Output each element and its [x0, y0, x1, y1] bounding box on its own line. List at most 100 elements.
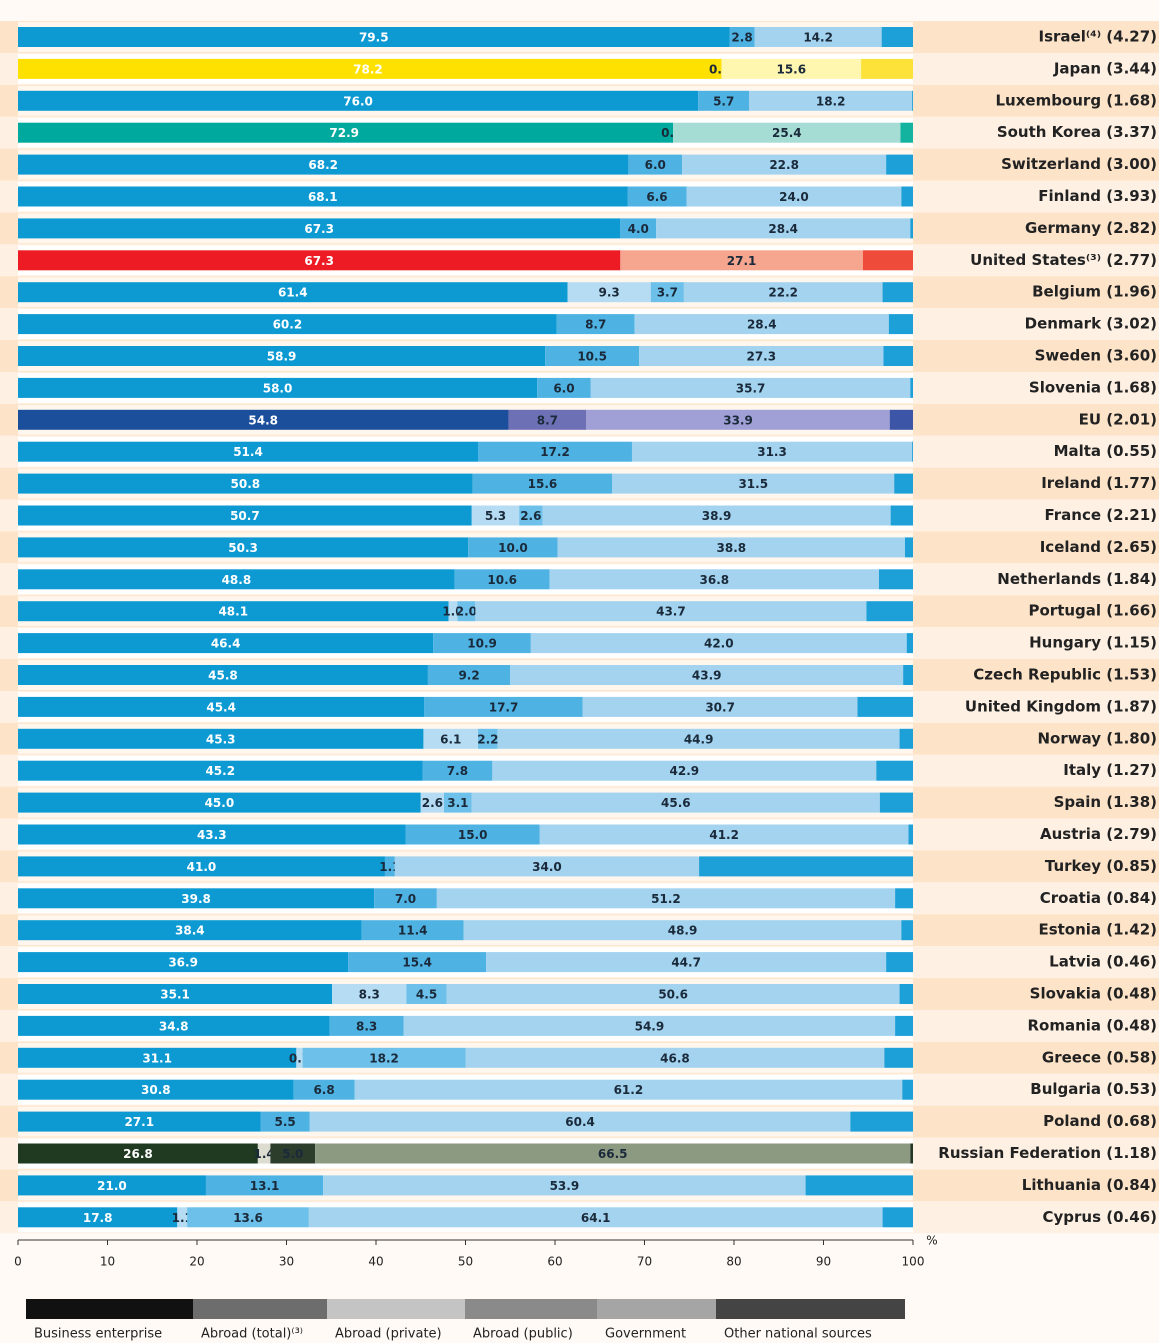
bar-segment [18, 920, 362, 941]
value-label: 39.8 [181, 892, 211, 906]
value-label: 8.7 [537, 413, 558, 427]
bar-segment [866, 601, 913, 622]
value-label: 10.9 [467, 637, 497, 651]
bar-segment [465, 1047, 885, 1068]
bar-segment [384, 856, 395, 877]
bar-segment [539, 824, 909, 845]
bar-segment [879, 792, 913, 813]
bar-segment [361, 920, 464, 941]
bar-segment [18, 856, 385, 877]
value-label: 4.0 [628, 222, 649, 236]
bar-segment [882, 282, 913, 303]
value-label: 50.7 [230, 509, 260, 523]
bar-segment [888, 314, 913, 335]
value-label: 34.0 [532, 860, 562, 874]
legend-label: Government [605, 1327, 686, 1342]
value-label: 6.0 [553, 381, 574, 395]
legend-swatch [193, 1299, 327, 1319]
value-label: 78.2 [353, 62, 383, 76]
bar-segment [406, 984, 447, 1004]
category-label: Iceland (2.65) [1040, 538, 1157, 556]
category-label: Netherlands (1.84) [997, 570, 1157, 588]
category-label: United States⁽³⁾ (2.77) [970, 251, 1157, 269]
value-label: 44.9 [684, 732, 714, 746]
bar-segment [650, 282, 684, 303]
bar-segment [296, 1047, 303, 1068]
value-label: 21.0 [97, 1179, 127, 1193]
bar-segment [567, 282, 651, 303]
value-label: 8.3 [356, 1019, 377, 1033]
legend-label: Other national sources [724, 1327, 872, 1342]
value-label: 2.8 [731, 31, 752, 45]
value-label: 45.4 [206, 700, 236, 714]
bar-segment [683, 282, 883, 303]
value-label: 3.1 [447, 796, 468, 810]
value-label: 7.8 [447, 764, 468, 778]
value-label: 15.4 [402, 956, 432, 970]
value-label: 17.8 [83, 1211, 113, 1225]
category-label: Bulgaria (0.53) [1030, 1080, 1157, 1098]
category-label: Switzerland (3.00) [1001, 155, 1157, 173]
value-label: 24.0 [779, 190, 809, 204]
bar-segment [670, 122, 674, 143]
category-label: South Korea (3.37) [997, 123, 1157, 141]
category-label: Russian Federation (1.18) [938, 1144, 1157, 1162]
value-label: 48.8 [222, 573, 252, 587]
bar-segment [749, 90, 913, 111]
value-label: 41.0 [187, 860, 217, 874]
value-label: 43.3 [197, 828, 227, 842]
category-label: Hungary (1.15) [1029, 634, 1157, 652]
bar-segment [18, 1207, 178, 1228]
bar-segment [315, 1143, 911, 1164]
bar-segment [537, 377, 591, 398]
bar-segment [497, 728, 900, 749]
value-label: 15.6 [776, 62, 806, 76]
value-label: 46.8 [660, 1051, 690, 1065]
bar-segment [18, 952, 349, 973]
bar-segment [889, 409, 913, 430]
legend-swatch [597, 1299, 716, 1319]
category-label: Cyprus (0.46) [1043, 1208, 1157, 1226]
bar-segment [895, 1015, 913, 1036]
bar-segment [519, 505, 543, 526]
legend-label: Abroad (private) [335, 1327, 442, 1342]
bar-segment [545, 346, 640, 366]
bar-segment [270, 1143, 316, 1164]
bar-segment [899, 984, 913, 1004]
value-label: 22.2 [768, 286, 798, 300]
bar-segment [18, 250, 621, 271]
value-label: 34.8 [159, 1019, 189, 1033]
value-label: 25.4 [772, 126, 802, 140]
bar-segment [18, 792, 421, 813]
value-label: 27.3 [746, 350, 776, 364]
bar-segment [18, 409, 509, 430]
value-label: 48.9 [668, 924, 698, 938]
bar-segment [463, 920, 902, 941]
value-label: 10.6 [487, 573, 517, 587]
bar-segment [18, 696, 425, 717]
category-label: Croatia (0.84) [1040, 889, 1157, 907]
category-label: Turkey (0.85) [1045, 857, 1157, 875]
category-label: Czech Republic (1.53) [973, 666, 1157, 684]
bar-segment [884, 1047, 913, 1068]
value-label: 54.8 [248, 413, 278, 427]
value-label: 38.8 [717, 541, 747, 555]
value-label: 1.4 [253, 1147, 274, 1161]
value-label: 58.9 [267, 350, 297, 364]
value-label: 7.0 [395, 892, 416, 906]
value-label: 67.3 [304, 222, 334, 236]
bar-segment [18, 601, 449, 622]
bar-segment [405, 824, 540, 845]
value-label: 45.8 [208, 669, 238, 683]
bar-segment [627, 186, 687, 207]
bar-segment [260, 1111, 310, 1132]
bar-segment [18, 218, 621, 239]
bar-segment [850, 1111, 913, 1132]
bar-segment [18, 537, 469, 558]
bar-segment [631, 441, 913, 462]
bar-segment [18, 1175, 206, 1196]
value-label: 58.0 [263, 381, 293, 395]
bar-segment [754, 27, 882, 47]
bar-segment [309, 1111, 851, 1132]
value-label: 30.7 [705, 700, 735, 714]
